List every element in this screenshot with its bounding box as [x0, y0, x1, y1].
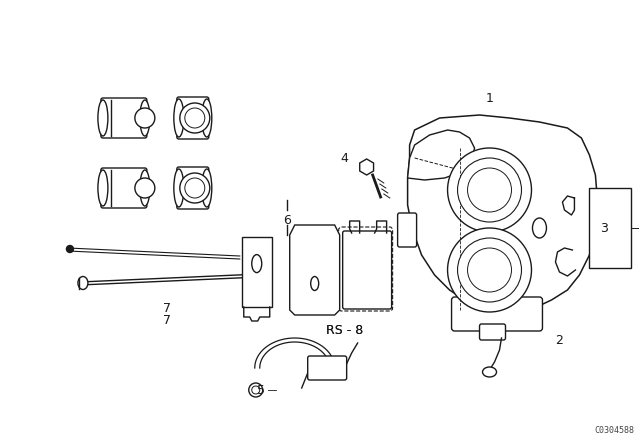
Ellipse shape [174, 99, 184, 137]
Circle shape [180, 173, 210, 203]
Text: 4: 4 [340, 151, 349, 164]
Text: 1: 1 [486, 91, 493, 104]
Ellipse shape [252, 254, 262, 272]
FancyBboxPatch shape [479, 324, 506, 340]
FancyBboxPatch shape [339, 227, 392, 311]
Polygon shape [360, 159, 374, 175]
Circle shape [458, 158, 522, 222]
FancyBboxPatch shape [177, 97, 209, 139]
Circle shape [458, 238, 522, 302]
FancyBboxPatch shape [101, 168, 147, 208]
Polygon shape [290, 225, 340, 315]
FancyBboxPatch shape [342, 231, 392, 309]
Text: 6: 6 [283, 214, 291, 227]
Ellipse shape [98, 100, 108, 136]
FancyBboxPatch shape [242, 237, 272, 307]
Circle shape [447, 228, 531, 312]
Ellipse shape [202, 169, 212, 207]
FancyBboxPatch shape [452, 297, 543, 331]
Ellipse shape [202, 99, 212, 137]
Ellipse shape [483, 367, 497, 377]
Text: 2: 2 [556, 333, 563, 346]
Ellipse shape [532, 218, 547, 238]
Ellipse shape [310, 276, 319, 290]
Circle shape [135, 108, 155, 128]
Circle shape [468, 248, 511, 292]
Circle shape [185, 108, 205, 128]
Text: 5: 5 [257, 383, 265, 396]
Text: 3: 3 [600, 221, 609, 234]
FancyBboxPatch shape [308, 356, 347, 380]
Text: 7: 7 [163, 314, 171, 327]
Text: 7: 7 [163, 302, 171, 314]
Circle shape [185, 178, 205, 198]
Polygon shape [408, 115, 597, 312]
Ellipse shape [98, 170, 108, 206]
Circle shape [252, 386, 260, 394]
Ellipse shape [140, 170, 150, 206]
Ellipse shape [140, 100, 150, 136]
Ellipse shape [174, 169, 184, 207]
Circle shape [135, 178, 155, 198]
Polygon shape [408, 130, 474, 180]
Text: RS - 8: RS - 8 [326, 323, 364, 336]
Circle shape [249, 383, 263, 397]
Circle shape [67, 246, 74, 253]
Ellipse shape [78, 276, 88, 289]
FancyBboxPatch shape [177, 167, 209, 209]
FancyBboxPatch shape [101, 98, 147, 138]
FancyBboxPatch shape [589, 188, 632, 268]
Text: RS - 8: RS - 8 [326, 323, 364, 336]
FancyBboxPatch shape [397, 213, 417, 247]
Circle shape [447, 148, 531, 232]
Text: C0304588: C0304588 [595, 426, 634, 435]
Circle shape [180, 103, 210, 133]
Circle shape [468, 168, 511, 212]
